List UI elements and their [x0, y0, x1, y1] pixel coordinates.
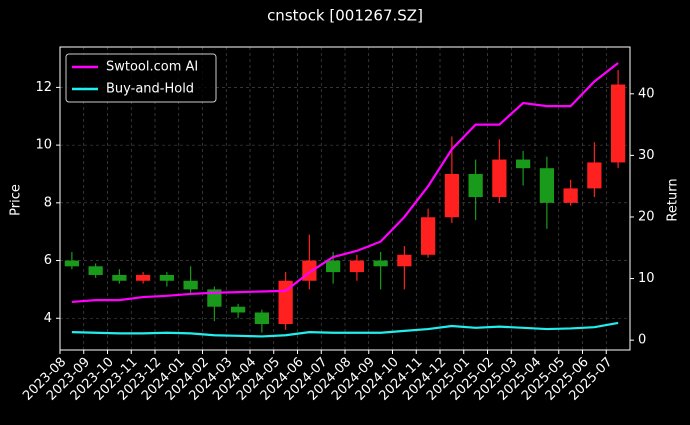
candle-body — [136, 274, 151, 281]
candle-body — [444, 173, 459, 218]
candle-body — [421, 217, 436, 255]
candle-body — [64, 260, 79, 267]
candle-body — [231, 306, 246, 313]
y2-tick-label: 30 — [638, 148, 655, 163]
candle-body — [349, 260, 364, 273]
candle-body — [183, 280, 198, 290]
candle-body — [611, 84, 626, 163]
candle-body — [492, 159, 507, 198]
y-tick-label: 10 — [35, 138, 52, 153]
legend-label: Swtool.com AI — [106, 60, 198, 75]
y2-tick-label: 10 — [638, 271, 655, 286]
legend-label: Buy-and-Hold — [106, 82, 194, 97]
y-tick-label: 12 — [35, 80, 52, 95]
candle-body — [397, 254, 412, 267]
y-tick-label: 6 — [44, 253, 52, 268]
return-line — [71, 321, 619, 338]
y-tick-label: 8 — [44, 195, 52, 210]
candle-body — [254, 312, 269, 325]
candle-body — [539, 168, 554, 203]
candle-body — [326, 260, 341, 273]
candle-body — [563, 188, 578, 203]
candle-body — [587, 162, 602, 189]
candle-body — [159, 274, 174, 281]
y2-tick-label: 0 — [638, 333, 646, 348]
chart-title: cnstock [001267.SZ] — [267, 7, 423, 25]
y2-tick-label: 40 — [638, 86, 655, 101]
return-line — [71, 62, 619, 304]
y-axis-label: Price — [9, 184, 24, 216]
plot-frame — [59, 46, 631, 351]
candle-body — [88, 266, 103, 275]
y2-axis-label: Return — [666, 178, 681, 221]
candle-body — [516, 159, 531, 169]
candle-body — [302, 260, 317, 281]
y2-tick-label: 20 — [638, 209, 655, 224]
candle-body — [112, 274, 127, 281]
y-tick-label: 4 — [44, 311, 52, 326]
legend-box — [65, 53, 217, 103]
candle-body — [468, 173, 483, 198]
candle-body — [373, 260, 388, 267]
